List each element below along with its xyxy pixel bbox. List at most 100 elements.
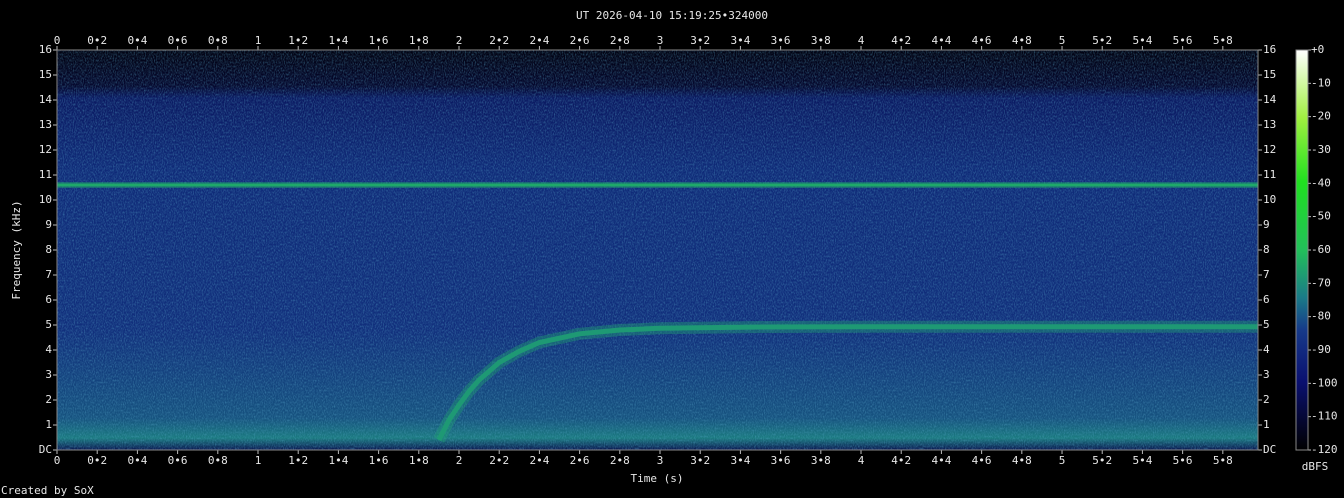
y-tick-label: 8 xyxy=(1263,243,1270,256)
colorbar-tick-label: -30 xyxy=(1311,143,1331,156)
x-tick-label: 5 xyxy=(1059,34,1066,47)
x-tick-label: 3 xyxy=(657,454,664,467)
y-tick-label: 1 xyxy=(45,418,52,431)
x-tick-label: 2•8 xyxy=(610,454,630,467)
x-tick-label: 5•6 xyxy=(1173,34,1193,47)
x-tick-label: 2 xyxy=(456,34,463,47)
y-tick-label: 3 xyxy=(45,368,52,381)
x-tick-label: 0•2 xyxy=(87,34,107,47)
x-tick-label: 3•4 xyxy=(730,454,750,467)
colorbar-tick-label: -110 xyxy=(1311,410,1338,423)
x-tick-label: 1•4 xyxy=(328,34,348,47)
x-tick-label: 2•6 xyxy=(570,34,590,47)
colorbar-tick-label: -60 xyxy=(1311,243,1331,256)
x-tick-label: 1•6 xyxy=(369,34,389,47)
x-tick-label: 5•2 xyxy=(1092,454,1112,467)
y-tick-label: 2 xyxy=(1263,393,1270,406)
x-tick-label: 0 xyxy=(54,454,61,467)
y-tick-label: 13 xyxy=(1263,118,1276,131)
x-tick-label: 2•2 xyxy=(489,34,509,47)
colorbar-tick-label: -100 xyxy=(1311,376,1338,389)
x-tick-label: 4•8 xyxy=(1012,34,1032,47)
y-tick-label: 1 xyxy=(1263,418,1270,431)
y-tick-label: 9 xyxy=(45,218,52,231)
colorbar-tick-label: -90 xyxy=(1311,343,1331,356)
colorbar xyxy=(1296,50,1308,450)
y-tick-label: 3 xyxy=(1263,368,1270,381)
x-tick-label: 0•6 xyxy=(168,454,188,467)
x-tick-label: 3•2 xyxy=(690,34,710,47)
y-tick-label: DC xyxy=(39,443,52,456)
x-tick-label: 5•4 xyxy=(1132,34,1152,47)
noise-texture xyxy=(57,50,1258,450)
y-tick-label: 2 xyxy=(45,393,52,406)
x-tick-label: 3•8 xyxy=(811,34,831,47)
y-tick-label: 6 xyxy=(45,293,52,306)
y-tick-label: 7 xyxy=(45,268,52,281)
colorbar-tick-label: +0 xyxy=(1311,43,1324,56)
x-tick-label: 0•2 xyxy=(87,454,107,467)
y-tick-label: 8 xyxy=(45,243,52,256)
tone xyxy=(436,324,1258,442)
colorbar-tick-label: -70 xyxy=(1311,276,1331,289)
x-tick-label: 3•8 xyxy=(811,454,831,467)
x-tick-label: 5•4 xyxy=(1132,454,1152,467)
colorbar-tick-label: -20 xyxy=(1311,110,1331,123)
x-tick-label: 4 xyxy=(858,34,865,47)
y-tick-label: 12 xyxy=(1263,143,1276,156)
colorbar-tick-label: -50 xyxy=(1311,210,1331,223)
x-tick-label: 2•4 xyxy=(529,454,549,467)
y-tick-label: 7 xyxy=(1263,268,1270,281)
x-tick-label: 2•8 xyxy=(610,34,630,47)
x-tick-label: 3•6 xyxy=(771,34,791,47)
x-tick-label: 1 xyxy=(255,454,262,467)
x-tick-label: 2•6 xyxy=(570,454,590,467)
x-tick-label: 0•6 xyxy=(168,34,188,47)
y-tick-label: 12 xyxy=(39,143,52,156)
x-tick-label: 0•8 xyxy=(208,454,228,467)
y-tick-label: 15 xyxy=(1263,68,1276,81)
y-axis-label: Frequency (kHz) xyxy=(10,200,23,299)
x-tick-label: 1•8 xyxy=(409,454,429,467)
y-tick-label: 10 xyxy=(1263,193,1276,206)
colorbar-tick-label: -120 xyxy=(1311,443,1338,456)
x-tick-label: 4•2 xyxy=(891,454,911,467)
x-tick-label: 2 xyxy=(456,454,463,467)
x-tick-label: 5•8 xyxy=(1213,34,1233,47)
y-tick-label: 15 xyxy=(39,68,52,81)
colorbar-frame xyxy=(1295,49,1309,451)
x-tick-label: 5•8 xyxy=(1213,454,1233,467)
x-axis-label: Time (s) xyxy=(631,472,684,485)
x-tick-label: 0•4 xyxy=(127,34,147,47)
x-tick-label: 2•2 xyxy=(489,454,509,467)
y-tick-label: 5 xyxy=(1263,318,1270,331)
colorbar-tick-label: -40 xyxy=(1311,176,1331,189)
x-tick-label: 2•4 xyxy=(529,34,549,47)
x-tick-label: 3•6 xyxy=(771,454,791,467)
y-tick-label: 9 xyxy=(1263,218,1270,231)
x-tick-label: 5 xyxy=(1059,454,1066,467)
y-tick-label: DC xyxy=(1263,443,1276,456)
x-tick-label: 0•4 xyxy=(127,454,147,467)
y-tick-label: 4 xyxy=(45,343,52,356)
y-tick-label: 14 xyxy=(1263,93,1277,106)
x-tick-label: 3•2 xyxy=(690,454,710,467)
x-tick-label: 4•6 xyxy=(972,454,992,467)
x-tick-label: 1 xyxy=(255,34,262,47)
x-tick-label: 4•6 xyxy=(972,34,992,47)
x-tick-label: 1•4 xyxy=(328,454,348,467)
x-tick-label: 3 xyxy=(657,34,664,47)
y-tick-label: 4 xyxy=(1263,343,1270,356)
x-tick-label: 4•4 xyxy=(931,454,951,467)
y-tick-label: 5 xyxy=(45,318,52,331)
plot-frame xyxy=(56,49,1259,451)
y-tick-label: 6 xyxy=(1263,293,1270,306)
x-tick-label: 0 xyxy=(54,34,61,47)
x-tick-label: 5•6 xyxy=(1173,454,1193,467)
y-tick-label: 14 xyxy=(39,93,53,106)
y-tick-label: 10 xyxy=(39,193,52,206)
y-tick-label: 11 xyxy=(39,168,52,181)
x-tick-label: 4 xyxy=(858,454,865,467)
